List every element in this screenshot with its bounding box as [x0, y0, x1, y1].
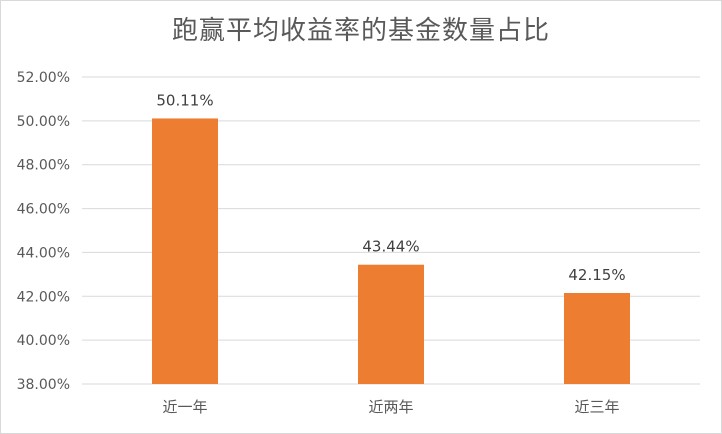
y-tick-label: 44.00% — [17, 245, 70, 261]
x-tick-label: 近三年 — [574, 398, 619, 416]
x-tick-label: 近两年 — [368, 398, 413, 416]
y-tick-label: 42.00% — [17, 289, 70, 305]
bar — [564, 292, 630, 384]
y-tick-label: 40.00% — [17, 333, 70, 349]
x-tick-label: 近一年 — [162, 398, 207, 416]
bar — [152, 118, 218, 384]
bar — [358, 264, 424, 384]
y-tick-label: 50.00% — [17, 114, 70, 130]
data-label: 50.11% — [156, 91, 213, 109]
y-tick-label: 48.00% — [17, 158, 70, 174]
y-tick-label: 46.00% — [17, 202, 70, 218]
y-tick-label: 38.00% — [17, 377, 70, 393]
data-label: 43.44% — [362, 238, 419, 256]
y-tick-label: 52.00% — [17, 70, 70, 86]
chart-title: 跑赢平均收益率的基金数量占比 — [171, 16, 550, 46]
data-label: 42.15% — [568, 266, 625, 284]
